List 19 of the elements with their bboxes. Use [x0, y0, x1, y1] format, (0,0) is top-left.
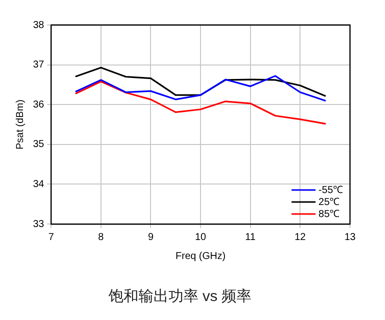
- legend-label: -55℃: [318, 184, 343, 196]
- text: 饱和输出功率 vs 频率: [107, 288, 252, 306]
- x-tick-label: 8: [98, 232, 104, 243]
- x-tick-label: 11: [245, 232, 256, 243]
- x-axis-title: Freq (GHz): [176, 250, 226, 262]
- y-tick-label: 38: [33, 20, 45, 31]
- x-tick-label: 13: [344, 232, 356, 243]
- y-tick-label: 34: [33, 178, 45, 190]
- y-tick-label: 33: [33, 218, 45, 230]
- x-tick-label: 12: [294, 232, 306, 243]
- x-tick-label: 9: [148, 232, 154, 243]
- y-tick-label: 37: [33, 60, 45, 71]
- y-axis-title: Psat (dBm): [14, 99, 26, 150]
- x-tick-label: 10: [195, 232, 207, 243]
- x-tick-label: 7: [48, 232, 54, 243]
- y-tick-label: 36: [33, 99, 45, 110]
- y-tick-label: 35: [33, 139, 45, 150]
- legend-label: 85℃: [318, 208, 340, 220]
- legend-label: 25℃: [318, 196, 340, 208]
